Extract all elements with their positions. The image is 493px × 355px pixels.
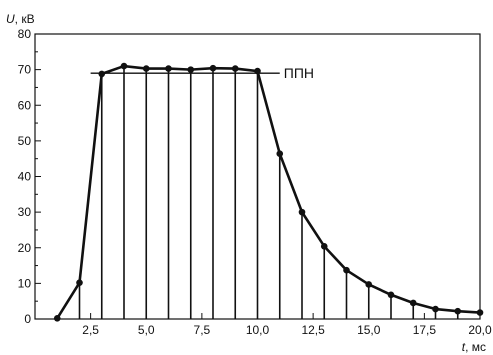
x-tick-label: 15,0 (357, 323, 381, 337)
y-tick-label: 20 (18, 241, 32, 255)
x-tick-label: 2,5 (82, 323, 99, 337)
x-axis-symbol: t (462, 340, 466, 354)
x-tick-label: 12,5 (301, 323, 325, 337)
x-tick-label: 10,0 (246, 323, 270, 337)
x-tick-label: 20,0 (468, 323, 492, 337)
voltage-curve (56, 64, 481, 319)
data-point (142, 65, 150, 72)
data-point (98, 70, 106, 78)
reference-line-label: ППН (284, 65, 314, 81)
x-tick-label: 7,5 (194, 323, 211, 337)
data-point (365, 281, 373, 288)
x-tick-label: 5,0 (138, 323, 155, 337)
data-point (409, 299, 417, 307)
y-axis-symbol: U (6, 12, 15, 26)
data-point (320, 243, 328, 250)
y-tick-label: 60 (18, 98, 32, 112)
x-axis-label: t, мс (462, 340, 486, 354)
data-point (432, 305, 439, 313)
data-point (298, 208, 306, 216)
data-point (231, 65, 239, 72)
ticks: 0 10 20 30 40 50 60 70 80 2,5 5,0 7,5 10,0 12,5 15,0 17… (18, 27, 492, 337)
data-point (187, 66, 195, 73)
vertical-lines (78, 66, 459, 319)
data-point (387, 291, 395, 299)
data-point (120, 62, 128, 70)
y-tick-label: 10 (18, 276, 32, 290)
data-point (476, 309, 484, 316)
series (53, 62, 484, 322)
data-point (343, 266, 350, 274)
annotations: ППН (90, 65, 314, 81)
y-tick-label: 30 (18, 205, 32, 219)
y-tick-label: 70 (18, 63, 32, 77)
y-tick-label: 80 (18, 27, 32, 41)
y-tick-label: 0 (24, 312, 31, 326)
y-tick-label: 50 (18, 134, 32, 148)
data-point (454, 307, 462, 315)
data-point (76, 279, 83, 286)
y-tick-label: 40 (18, 170, 32, 184)
data-point (276, 150, 284, 157)
x-axis-unit: , мс (465, 340, 486, 354)
x-tick-label: 17,5 (413, 323, 437, 337)
y-axis-unit: , кВ (15, 12, 35, 26)
data-point (165, 65, 172, 72)
data-point (209, 64, 217, 72)
y-axis-label: U, кВ (6, 12, 35, 26)
